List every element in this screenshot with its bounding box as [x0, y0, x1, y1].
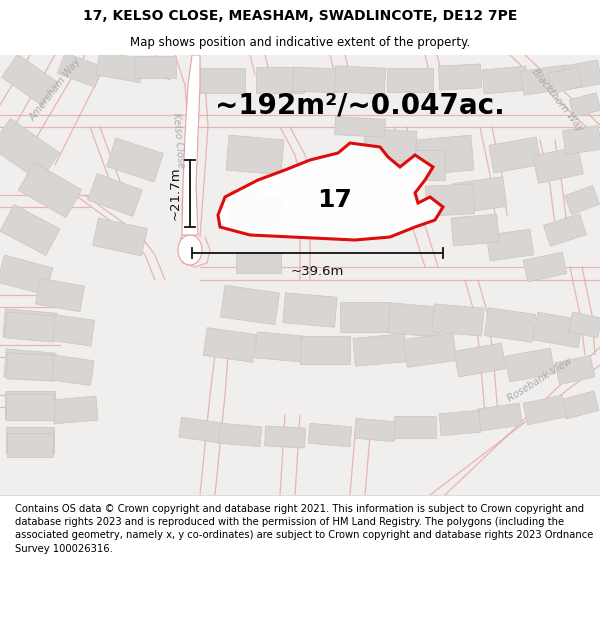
- Polygon shape: [563, 126, 600, 154]
- Polygon shape: [335, 117, 385, 138]
- Polygon shape: [425, 184, 475, 216]
- Polygon shape: [451, 214, 499, 246]
- Polygon shape: [179, 418, 221, 442]
- Polygon shape: [195, 68, 245, 92]
- Polygon shape: [46, 314, 95, 346]
- Polygon shape: [544, 214, 586, 246]
- Polygon shape: [548, 67, 582, 93]
- Polygon shape: [394, 416, 436, 438]
- Polygon shape: [4, 349, 56, 381]
- Polygon shape: [226, 135, 284, 175]
- Polygon shape: [334, 66, 386, 94]
- Polygon shape: [0, 204, 60, 256]
- Polygon shape: [283, 292, 337, 328]
- Polygon shape: [487, 229, 533, 261]
- Text: Blackthorn Way: Blackthorn Way: [530, 67, 586, 133]
- Polygon shape: [227, 191, 283, 229]
- Polygon shape: [484, 308, 536, 342]
- Polygon shape: [221, 286, 280, 324]
- Polygon shape: [533, 146, 583, 184]
- Polygon shape: [88, 174, 142, 216]
- Polygon shape: [218, 423, 262, 447]
- Text: 17, KELSO CLOSE, MEASHAM, SWADLINCOTE, DE12 7PE: 17, KELSO CLOSE, MEASHAM, SWADLINCOTE, D…: [83, 9, 517, 24]
- Polygon shape: [565, 186, 599, 214]
- Polygon shape: [478, 403, 523, 431]
- Polygon shape: [178, 235, 202, 265]
- Polygon shape: [353, 334, 407, 366]
- Polygon shape: [521, 65, 569, 95]
- Polygon shape: [107, 138, 163, 182]
- Text: Kelso Close: Kelso Close: [170, 112, 185, 168]
- Polygon shape: [395, 150, 445, 180]
- Polygon shape: [523, 395, 567, 425]
- Polygon shape: [416, 135, 474, 175]
- Polygon shape: [96, 51, 144, 82]
- Polygon shape: [489, 137, 541, 173]
- Polygon shape: [18, 162, 82, 217]
- Text: ~21.7m: ~21.7m: [169, 167, 182, 220]
- Polygon shape: [561, 391, 599, 419]
- Polygon shape: [203, 328, 257, 362]
- Polygon shape: [3, 309, 57, 341]
- Polygon shape: [562, 60, 600, 90]
- Polygon shape: [569, 92, 600, 118]
- Polygon shape: [505, 348, 555, 382]
- Polygon shape: [439, 64, 482, 90]
- Polygon shape: [92, 218, 148, 256]
- Polygon shape: [35, 278, 85, 312]
- Polygon shape: [432, 304, 484, 336]
- Polygon shape: [0, 119, 59, 181]
- Polygon shape: [0, 255, 53, 295]
- Text: Contains OS data © Crown copyright and database right 2021. This information is : Contains OS data © Crown copyright and d…: [15, 504, 593, 554]
- Polygon shape: [354, 418, 396, 442]
- Polygon shape: [523, 252, 567, 282]
- Polygon shape: [218, 143, 443, 240]
- Polygon shape: [7, 353, 53, 381]
- Text: Map shows position and indicative extent of the property.: Map shows position and indicative extent…: [130, 36, 470, 49]
- Polygon shape: [453, 177, 507, 213]
- Polygon shape: [256, 67, 304, 93]
- Polygon shape: [533, 312, 583, 348]
- Polygon shape: [7, 433, 53, 457]
- Polygon shape: [182, 55, 200, 235]
- Polygon shape: [300, 336, 350, 364]
- Text: Amersham Way: Amersham Way: [28, 57, 83, 123]
- Polygon shape: [52, 396, 98, 424]
- Polygon shape: [58, 53, 103, 87]
- Polygon shape: [308, 423, 352, 447]
- Polygon shape: [293, 68, 340, 92]
- Polygon shape: [340, 302, 390, 332]
- Polygon shape: [363, 129, 417, 161]
- Text: ~39.6m: ~39.6m: [291, 265, 344, 278]
- Text: Rosebank View: Rosebank View: [506, 356, 574, 404]
- Polygon shape: [6, 394, 54, 420]
- Polygon shape: [1, 54, 59, 106]
- Polygon shape: [6, 427, 54, 453]
- Polygon shape: [387, 68, 433, 92]
- Polygon shape: [403, 332, 457, 367]
- Polygon shape: [5, 391, 55, 419]
- Polygon shape: [5, 312, 55, 342]
- Polygon shape: [255, 332, 305, 362]
- Polygon shape: [568, 312, 600, 338]
- Polygon shape: [388, 302, 442, 338]
- Polygon shape: [46, 354, 94, 386]
- Polygon shape: [555, 356, 595, 384]
- Polygon shape: [265, 426, 305, 448]
- Polygon shape: [482, 66, 528, 94]
- Polygon shape: [235, 253, 281, 273]
- Text: ~192m²/~0.047ac.: ~192m²/~0.047ac.: [215, 91, 505, 119]
- Polygon shape: [439, 410, 481, 436]
- Text: 17: 17: [317, 188, 352, 212]
- Polygon shape: [134, 56, 176, 78]
- Polygon shape: [454, 343, 506, 377]
